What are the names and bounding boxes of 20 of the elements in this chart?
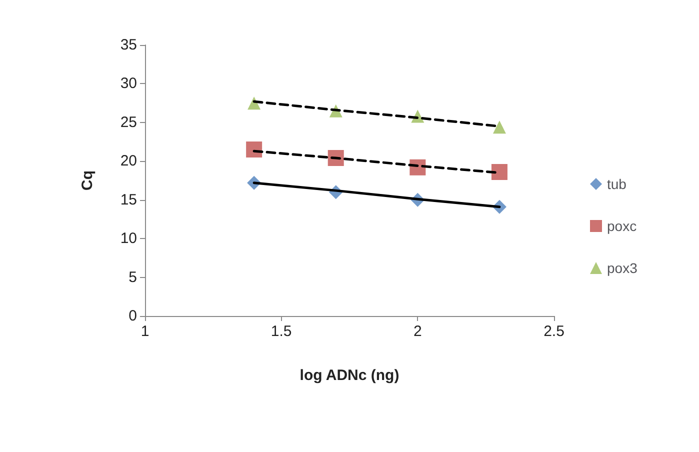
x-tick-label: 2 (413, 323, 422, 340)
y-tick-label: 15 (120, 191, 137, 208)
legend-label: pox3 (607, 260, 638, 276)
y-tick-label: 35 (120, 36, 137, 54)
point (246, 142, 262, 158)
y-tick-label: 5 (128, 268, 137, 286)
y-tick-label: 0 (128, 308, 137, 324)
y-tick-label: 30 (120, 75, 137, 92)
y-axis-title: Cq (79, 170, 96, 190)
legend-label: poxc (607, 218, 637, 234)
y-tick-label: 10 (120, 230, 137, 248)
y-tick-label: 25 (120, 114, 137, 131)
legend-label: tub (607, 176, 627, 192)
x-axis-title: log ADNc (ng) (300, 367, 400, 384)
x-tick-label: 2.5 (544, 323, 564, 340)
x-tick-label: 1 (140, 323, 150, 340)
point (492, 120, 506, 134)
y-tick-label: 20 (120, 152, 137, 170)
x-tick-label: 1.5 (270, 323, 292, 340)
point (491, 164, 508, 180)
